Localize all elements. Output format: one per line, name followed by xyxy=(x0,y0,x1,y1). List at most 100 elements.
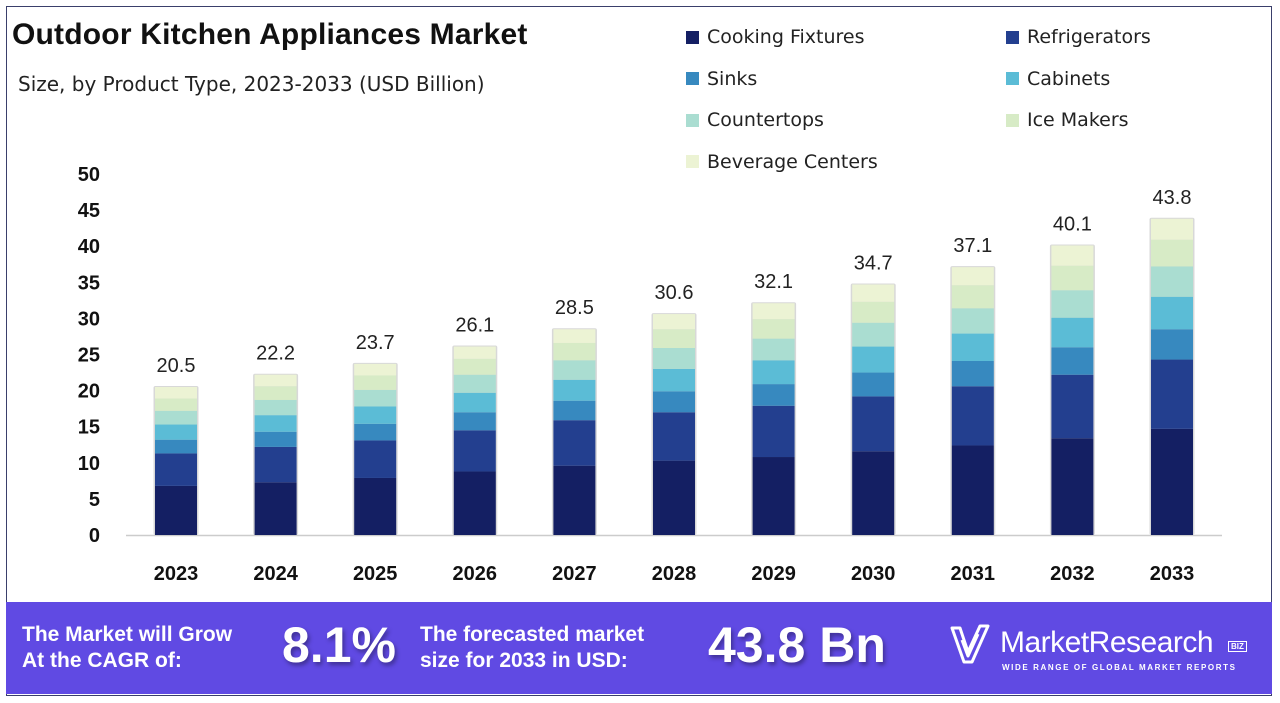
y-tick-label: 15 xyxy=(78,417,100,439)
bar-segment-refrigerators xyxy=(1051,374,1094,439)
bar-segment-cabinets xyxy=(752,360,795,385)
bar-total-label: 32.1 xyxy=(754,271,793,293)
bar-segment-cooking-fixtures xyxy=(453,471,496,535)
legend-swatch xyxy=(686,113,699,127)
legend-item: Cooking Fixtures xyxy=(686,26,864,48)
legend-label: Cabinets xyxy=(1027,67,1111,90)
bar-segment-cooking-fixtures xyxy=(752,457,795,535)
bar-segment-refrigerators xyxy=(354,440,397,478)
bar-segment-cooking-fixtures xyxy=(951,445,994,535)
forecast-label: The forecasted market size for 2033 in U… xyxy=(420,622,644,674)
legend-item: Sinks xyxy=(686,68,757,90)
bar-segment-cabinets xyxy=(553,379,596,401)
bar-segment-cooking-fixtures xyxy=(254,482,297,535)
bar-segment-countertops xyxy=(354,389,397,407)
bar-segment-sinks xyxy=(951,360,994,387)
x-tick-label: 2025 xyxy=(353,563,398,585)
y-tick-label: 0 xyxy=(89,525,100,547)
bar-segment-countertops xyxy=(852,322,895,347)
cagr-label-line1: The Market will Grow xyxy=(22,623,233,646)
bar-segment-cabinets xyxy=(453,392,496,413)
bar-segment-beverage-centers xyxy=(254,374,297,387)
cagr-label: The Market will Grow At the CAGR of: xyxy=(22,622,232,674)
bar-total-label: 34.7 xyxy=(854,252,893,274)
bar-segment-beverage-centers xyxy=(752,303,795,320)
legend-swatch xyxy=(686,72,699,85)
bar-segment-countertops xyxy=(254,399,297,416)
y-tick-label: 50 xyxy=(78,164,100,186)
bar-segment-cooking-fixtures xyxy=(553,465,596,535)
bar-segment-countertops xyxy=(1051,290,1094,318)
bar-segment-cabinets xyxy=(1151,296,1193,330)
bar-total-label: 40.1 xyxy=(1053,213,1092,235)
legend-item: Countertops xyxy=(686,109,824,131)
chart-title: Outdoor Kitchen Appliances Market xyxy=(12,18,528,51)
bar-segment-ice-makers xyxy=(752,319,795,339)
bar-segment-ice-makers xyxy=(155,398,197,411)
bar-segment-refrigerators xyxy=(1151,359,1193,429)
bar-segment-cooking-fixtures xyxy=(354,477,397,535)
y-tick-label: 30 xyxy=(78,308,100,330)
bar-segment-ice-makers xyxy=(951,285,994,309)
bar-segment-cabinets xyxy=(254,415,297,432)
bar-segment-ice-makers xyxy=(453,358,496,375)
bar-total-label: 23.7 xyxy=(356,332,395,354)
x-tick-label: 2027 xyxy=(552,563,597,585)
x-tick-label: 2032 xyxy=(1050,563,1095,585)
bar-segment-sinks xyxy=(453,412,496,431)
bar-segment-beverage-centers xyxy=(653,314,695,330)
legend-swatch xyxy=(686,155,699,168)
legend-label: Beverage Centers xyxy=(707,150,878,173)
bar-segment-beverage-centers xyxy=(852,284,895,302)
summary-banner: The Market will Grow At the CAGR of: 8.1… xyxy=(6,602,1272,694)
legend-label: Sinks xyxy=(707,67,758,90)
x-tick-label: 2024 xyxy=(253,563,298,585)
bar-total-label: 37.1 xyxy=(953,235,992,257)
legend-swatch xyxy=(686,30,699,44)
bar-segment-countertops xyxy=(752,338,795,361)
bar-segment-countertops xyxy=(453,374,496,393)
y-tick-label: 35 xyxy=(78,272,100,294)
y-tick-label: 45 xyxy=(78,200,100,222)
x-tick-label: 2033 xyxy=(1150,563,1195,585)
bar-segment-refrigerators xyxy=(653,412,695,461)
bar-segment-refrigerators xyxy=(852,396,895,452)
bar-segment-refrigerators xyxy=(155,453,197,486)
bar-segment-countertops xyxy=(1151,266,1193,297)
bar-segment-refrigerators xyxy=(453,430,496,472)
bar-segment-cabinets xyxy=(951,333,994,361)
bar-segment-cabinets xyxy=(653,368,695,392)
x-tick-label: 2023 xyxy=(154,563,199,585)
brand-name: MarketResearch xyxy=(1000,626,1214,659)
forecast-label-line1: The forecasted market xyxy=(420,623,645,646)
chart-frame xyxy=(6,6,1272,696)
bar-segment-cooking-fixtures xyxy=(155,485,197,535)
legend-swatch xyxy=(1006,72,1019,85)
bar-segment-cabinets xyxy=(1051,317,1094,348)
legend-item: Beverage Centers xyxy=(686,151,878,173)
cagr-label-line2: At the CAGR of: xyxy=(22,649,182,672)
bar-segment-sinks xyxy=(1051,347,1094,375)
bar-segment-ice-makers xyxy=(1051,265,1094,291)
bar-segment-cooking-fixtures xyxy=(653,460,695,535)
y-tick-label: 20 xyxy=(78,381,100,403)
bar-segment-beverage-centers xyxy=(453,346,496,359)
x-tick-label: 2028 xyxy=(652,563,697,585)
bar-segment-ice-makers xyxy=(354,375,397,390)
bar-segment-cabinets xyxy=(155,424,197,440)
bar-segment-beverage-centers xyxy=(354,363,397,376)
bar-total-label: 22.2 xyxy=(256,343,295,365)
bar-segment-refrigerators xyxy=(752,405,795,458)
y-tick-label: 25 xyxy=(78,345,100,367)
bar-segment-beverage-centers xyxy=(951,267,994,286)
y-tick-label: 40 xyxy=(78,236,100,258)
bar-segment-refrigerators xyxy=(254,446,297,483)
bar-segment-countertops xyxy=(553,360,596,380)
bar-total-label: 30.6 xyxy=(655,282,694,304)
x-tick-label: 2029 xyxy=(751,563,796,585)
brand-badge: BIZ xyxy=(1228,641,1247,652)
bar-segment-sinks xyxy=(553,400,596,421)
bar-total-label: 28.5 xyxy=(555,297,594,319)
legend-item: Ice Makers xyxy=(1006,109,1129,131)
bar-segment-sinks xyxy=(1151,329,1193,360)
